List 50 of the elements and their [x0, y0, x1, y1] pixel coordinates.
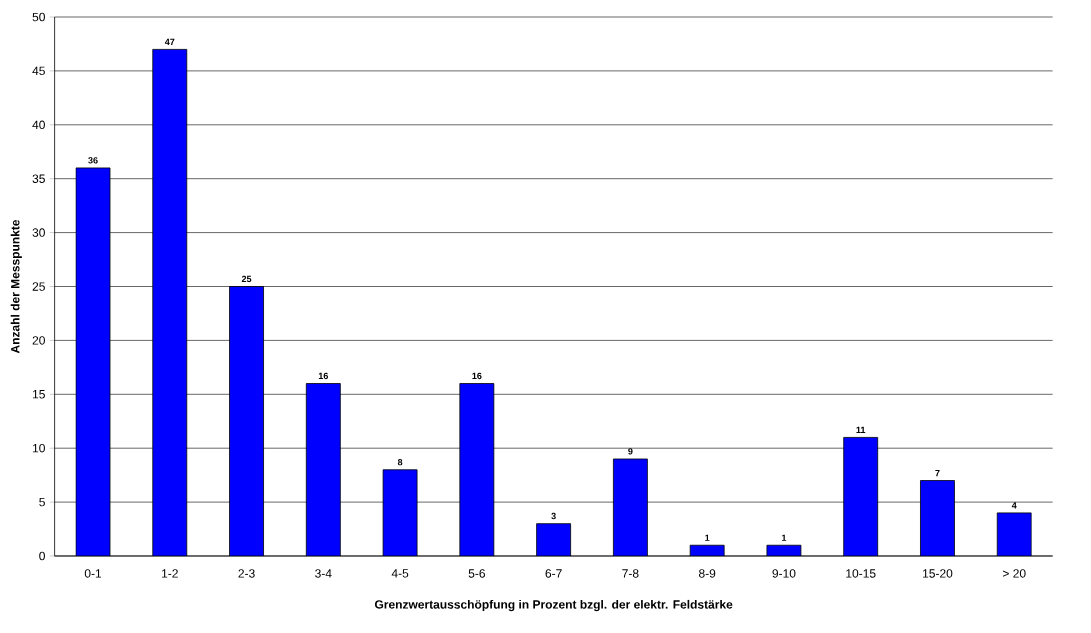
data-label: 8	[397, 458, 403, 466]
y-tick-label: 20	[32, 336, 45, 345]
y-tick-label: 50	[32, 12, 45, 22]
bar	[920, 480, 955, 556]
bar	[536, 523, 571, 556]
data-label: 16	[318, 372, 328, 380]
y-tick-label: 5	[39, 497, 45, 507]
x-tick-label: 3-4	[315, 569, 332, 578]
bar	[383, 469, 418, 556]
data-label: 1	[781, 534, 787, 541]
bar	[76, 167, 111, 556]
bar	[229, 286, 264, 556]
x-tick-label: 1-2	[162, 569, 178, 578]
y-tick-label: 45	[32, 66, 45, 76]
bar	[152, 49, 187, 556]
bar	[996, 512, 1032, 556]
bar	[613, 458, 648, 556]
data-label: 9	[628, 448, 633, 455]
bar	[843, 437, 878, 556]
data-label: 3	[551, 512, 556, 520]
y-tick-label: 30	[32, 228, 45, 237]
data-label: 11	[856, 426, 866, 434]
y-tick-label: 15	[32, 390, 45, 399]
data-label: 25	[241, 275, 252, 283]
data-label: 4	[1011, 502, 1017, 509]
x-tick-label: 9-10	[772, 569, 796, 578]
x-tick-label: 10-15	[846, 569, 876, 578]
data-label: 7	[935, 469, 940, 477]
x-tick-label: 2-3	[238, 569, 255, 578]
y-tick-label: 0	[39, 551, 45, 561]
x-tick-label: 7-8	[622, 569, 639, 578]
y-tick-label: 10	[32, 443, 45, 453]
data-label: 47	[164, 38, 175, 45]
y-axis-title: Anzahl der Messpunkte	[10, 219, 22, 354]
x-tick-label: 6-7	[545, 569, 562, 578]
x-tick-label: 4-5	[391, 569, 409, 578]
data-label: 1	[705, 534, 710, 541]
x-axis-title: Grenzwertausschöpfung in Prozent bzgl. der elektr. Feldstärke	[374, 599, 733, 612]
y-tick-label: 40	[32, 120, 45, 130]
bar	[306, 383, 341, 556]
data-label: 16	[472, 372, 482, 380]
y-tick-label: 25	[32, 282, 45, 291]
bar	[459, 383, 494, 556]
x-tick-label: > 20	[1002, 569, 1026, 578]
data-label: 36	[88, 157, 98, 164]
x-tick-label: 15-20	[923, 569, 953, 578]
x-tick-label: 5-6	[468, 569, 485, 578]
x-tick-label: 8-9	[699, 569, 716, 578]
x-tick-label: 0-1	[84, 569, 102, 578]
y-tick-label: 35	[32, 174, 45, 183]
